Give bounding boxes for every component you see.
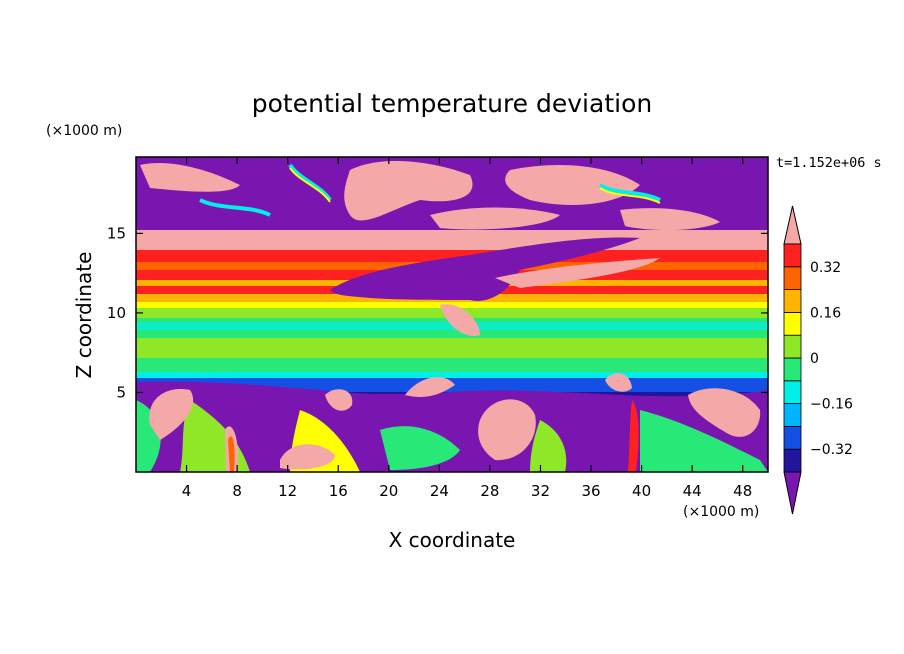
y-axis-label: Z coordinate bbox=[72, 252, 96, 379]
lower-pink-bubble bbox=[149, 389, 194, 440]
x-tick-label: 8 bbox=[232, 482, 242, 500]
colorbar-box bbox=[783, 266, 802, 290]
x-tick-label: 24 bbox=[430, 482, 449, 500]
colorbar-box bbox=[783, 334, 802, 359]
lower-green-plume bbox=[530, 420, 567, 472]
upper-pink-blob bbox=[140, 162, 240, 192]
pink-tongue bbox=[440, 304, 480, 336]
lower-pink-bubble bbox=[280, 444, 335, 470]
time-label: t=1.152e+06 s bbox=[776, 155, 882, 171]
x-tick-label: 16 bbox=[329, 482, 348, 500]
band-cyan bbox=[136, 322, 768, 330]
band-red bbox=[136, 250, 768, 262]
x-axis-label: X coordinate bbox=[389, 528, 516, 552]
x-tick-label: 4 bbox=[182, 482, 192, 500]
x-tick-label: 12 bbox=[278, 482, 297, 500]
x-axis-ticks: 4 8 12 16 20 24 28 32 36 40 44 48 bbox=[182, 157, 752, 500]
colorbar: 0.32 0.16 0 −0.16 −0.32 bbox=[783, 205, 853, 515]
y-tick-label: 10 bbox=[107, 304, 126, 322]
colorbar-tick-label: 0.16 bbox=[810, 305, 841, 321]
upper-pink-blob bbox=[430, 207, 560, 230]
plot-frame bbox=[135, 156, 769, 473]
purple-tongue bbox=[330, 237, 640, 301]
x-tick-label: 28 bbox=[480, 482, 499, 500]
upper-yellow-edge bbox=[289, 167, 661, 204]
y-unit-label: (×1000 m) bbox=[46, 123, 122, 139]
band-cyan bbox=[136, 372, 768, 378]
x-tick-label: 20 bbox=[379, 482, 398, 500]
x-tick-label: 40 bbox=[632, 482, 651, 500]
colorbar-box bbox=[783, 243, 802, 268]
lower-red-core bbox=[228, 436, 235, 472]
upper-pink-blob bbox=[505, 165, 640, 205]
x-unit-label: (×1000 m) bbox=[683, 504, 759, 520]
y-axis-ticks: 5 10 15 bbox=[107, 224, 768, 401]
upper-cyan-edge bbox=[199, 163, 661, 217]
colorbar-box bbox=[783, 380, 802, 404]
x-tick-label: 32 bbox=[531, 482, 550, 500]
x-tick-label: 48 bbox=[733, 482, 752, 500]
band-light-green bbox=[136, 338, 768, 358]
band-pink-15 bbox=[136, 230, 768, 250]
y-tick-label: 15 bbox=[107, 224, 126, 242]
colorbar-tick-label: −0.16 bbox=[810, 397, 853, 413]
colorbar-box bbox=[783, 448, 802, 473]
contour-field bbox=[136, 157, 768, 472]
colorbar-tick-label: 0 bbox=[810, 351, 819, 367]
lower-pink-bubble bbox=[605, 373, 632, 392]
x-tick-label: 36 bbox=[581, 482, 600, 500]
upper-pink-blob bbox=[620, 208, 720, 231]
colorbar-box bbox=[783, 357, 802, 382]
colorbar-tick-label: 0.32 bbox=[810, 260, 841, 276]
lower-green-plume bbox=[380, 426, 460, 470]
lower-pink-bubble bbox=[325, 389, 353, 411]
chart-title: potential temperature deviation bbox=[252, 89, 652, 118]
x-tick-label: 44 bbox=[683, 482, 702, 500]
band-green bbox=[136, 358, 768, 372]
lower-pink-bubble bbox=[478, 399, 536, 461]
colorbar-box bbox=[783, 403, 802, 427]
colorbar-tick-label: −0.32 bbox=[810, 442, 853, 458]
colorbar-box bbox=[783, 425, 802, 450]
colorbar-low-triangle bbox=[783, 471, 802, 515]
pink-tongue bbox=[495, 258, 660, 288]
lower-pink-bubble bbox=[688, 388, 761, 437]
colorbar-box bbox=[783, 311, 802, 336]
y-tick-label: 5 bbox=[116, 383, 126, 401]
lower-green-plume bbox=[640, 410, 768, 472]
upper-pink-blob bbox=[344, 160, 473, 221]
colorbar-high-triangle bbox=[783, 205, 802, 245]
lower-red-core bbox=[628, 400, 639, 472]
lower-pink-bubble bbox=[405, 377, 455, 397]
colorbar-box bbox=[783, 289, 802, 313]
